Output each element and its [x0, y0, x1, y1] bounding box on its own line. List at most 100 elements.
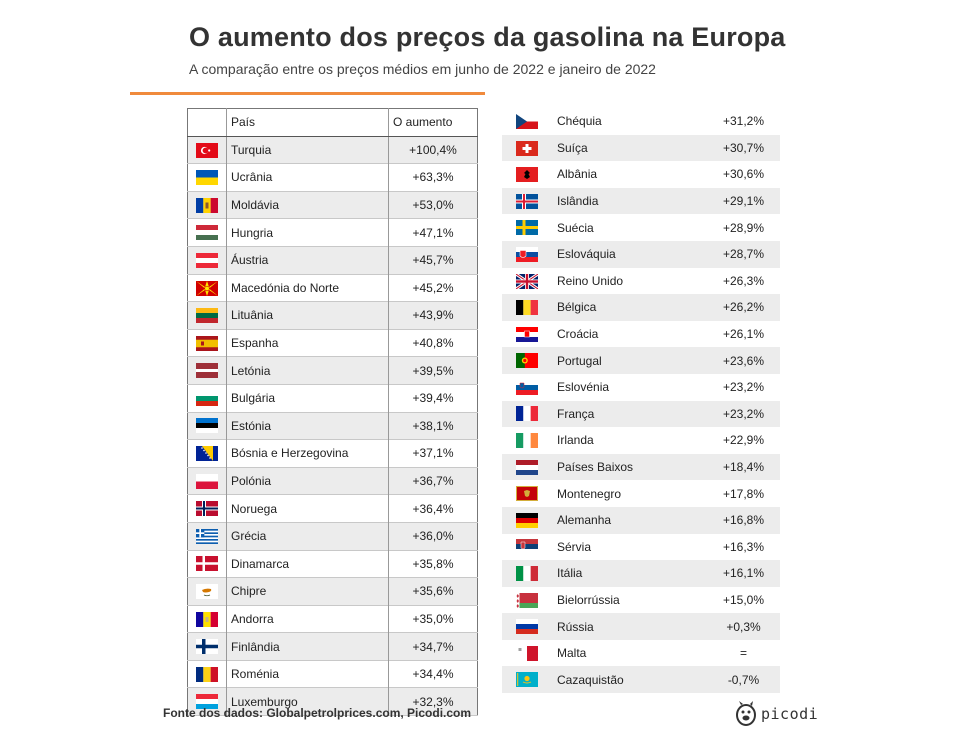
turkey-flag: [196, 142, 218, 158]
country-name: Letónia: [226, 356, 389, 385]
increase-value: +34,4%: [388, 660, 478, 688]
increase-value: +28,7%: [707, 240, 780, 268]
increase-value: +17,8%: [722, 486, 765, 501]
romania-flag: [196, 666, 218, 682]
bulgaria-flag: [196, 390, 218, 406]
country-name: Bulgária: [226, 384, 389, 413]
increase-value: +37,1%: [388, 439, 478, 468]
increase-value: +16,8%: [707, 506, 780, 534]
country-name: Eslovénia: [557, 380, 610, 395]
table-row: Turquia +100,4%: [187, 136, 478, 164]
flag-cell: [502, 294, 552, 321]
table-row: Suíça +30,7%: [502, 134, 780, 162]
country-name: Chipre: [226, 577, 389, 606]
data-source-footer: Fonte dos dados: Globalpetrolprices.com,…: [163, 706, 472, 720]
increase-value: +35,8%: [388, 550, 478, 578]
table-row: Bósnia e Herzegovina +37,1%: [187, 439, 478, 468]
cyprus-flag: [196, 584, 218, 600]
table-row: Chipre +35,6%: [187, 577, 478, 606]
norway-flag: [196, 501, 218, 517]
country-name: Dinamarca: [226, 550, 389, 578]
flag-cell: [502, 640, 552, 667]
table-row: Roménia +34,4%: [187, 660, 478, 688]
serbia-flag: [516, 539, 538, 555]
czechia-flag: [516, 113, 538, 129]
malta-flag: [516, 645, 538, 661]
country-name: Países Baixos: [552, 453, 707, 481]
flag-cell: [187, 467, 227, 495]
increase-value: +40,8%: [388, 329, 478, 357]
germany-flag: [516, 512, 538, 528]
increase-value: +36,0%: [388, 522, 478, 550]
table-row: Macedónia do Norte +45,2%: [187, 274, 478, 302]
country-name: Itália: [552, 560, 707, 587]
table-row: França +23,2%: [502, 400, 780, 428]
flag-cell: [502, 240, 552, 268]
country-name: Estónia: [226, 412, 389, 440]
table-row: Estónia +38,1%: [187, 412, 478, 440]
table-header-row: País O aumento: [187, 108, 478, 137]
table-row: Albânia +30,6%: [502, 161, 780, 188]
country-name: Bielorrússia: [557, 592, 620, 607]
increase-value: +26,1%: [722, 327, 765, 342]
flag-cell: [187, 412, 227, 440]
flag-column-header: [187, 108, 227, 137]
country-name: Grécia: [226, 522, 389, 550]
flag-cell: [502, 321, 552, 348]
increase-value: +100,4%: [388, 136, 478, 164]
table-row: Noruega +36,4%: [187, 494, 478, 523]
country-name: França: [552, 400, 707, 428]
table-row: Dinamarca +35,8%: [187, 550, 478, 578]
table-row: Grécia +36,0%: [187, 522, 478, 550]
flag-cell: [187, 191, 227, 219]
flag-cell: [188, 274, 227, 302]
flag-cell: [188, 384, 227, 412]
increase-value: +39,4%: [388, 384, 478, 413]
albania-flag: [516, 167, 538, 183]
flag-cell: [187, 301, 227, 330]
flag-cell: [188, 219, 227, 247]
increase-value: +23,2%: [707, 400, 780, 428]
table-row: Finlândia +34,7%: [187, 632, 478, 661]
flag-cell: [187, 136, 227, 164]
increase-value: +18,4%: [707, 453, 780, 481]
italy-flag: [516, 566, 538, 582]
flag-cell: [502, 534, 552, 561]
flag-cell: [502, 453, 552, 481]
country-name: Hungria: [226, 218, 389, 247]
table-row: Eslováquia +28,7%: [502, 240, 780, 268]
table-row: Croácia +26,1%: [502, 321, 780, 348]
netherlands-flag: [516, 459, 538, 475]
country-name: Montenegro: [557, 486, 622, 501]
increase-value: +63,3%: [388, 163, 478, 192]
increase-value: +29,1%: [707, 187, 780, 215]
country-name: Noruega: [226, 494, 389, 523]
hungary-flag: [196, 225, 218, 241]
increase-column-header: O aumento: [388, 108, 478, 137]
flag-cell: [187, 687, 227, 716]
increase-value: +28,9%: [722, 220, 765, 235]
increase-value: +15,0%: [722, 592, 765, 607]
flag-cell: [502, 214, 552, 241]
country-name: Albânia: [557, 167, 598, 182]
country-name: Chéquia: [557, 114, 602, 129]
table-row: Itália +16,1%: [502, 560, 780, 587]
country-name: Andorra: [226, 605, 389, 633]
table-row: Eslovénia +23,2%: [502, 374, 780, 401]
increase-value: +35,0%: [388, 605, 478, 633]
luxembourg-flag: [196, 694, 218, 710]
country-name: Islândia: [552, 187, 707, 215]
increase-value: +39,5%: [388, 356, 478, 385]
flag-cell: [502, 480, 552, 507]
flag-cell: [502, 427, 552, 454]
flag-cell: [187, 577, 227, 606]
increase-value: +26,3%: [722, 273, 765, 288]
increase-value: +53,0%: [388, 191, 478, 219]
increase-value: +43,9%: [388, 301, 478, 330]
increase-value: +23,6%: [707, 347, 780, 374]
increase-value: +16,1%: [707, 560, 780, 587]
table-row: Lituânia +43,9%: [187, 301, 478, 330]
flag-cell: [502, 187, 552, 215]
belarus-flag: [516, 592, 538, 608]
increase-value: +32,3%: [388, 687, 478, 716]
